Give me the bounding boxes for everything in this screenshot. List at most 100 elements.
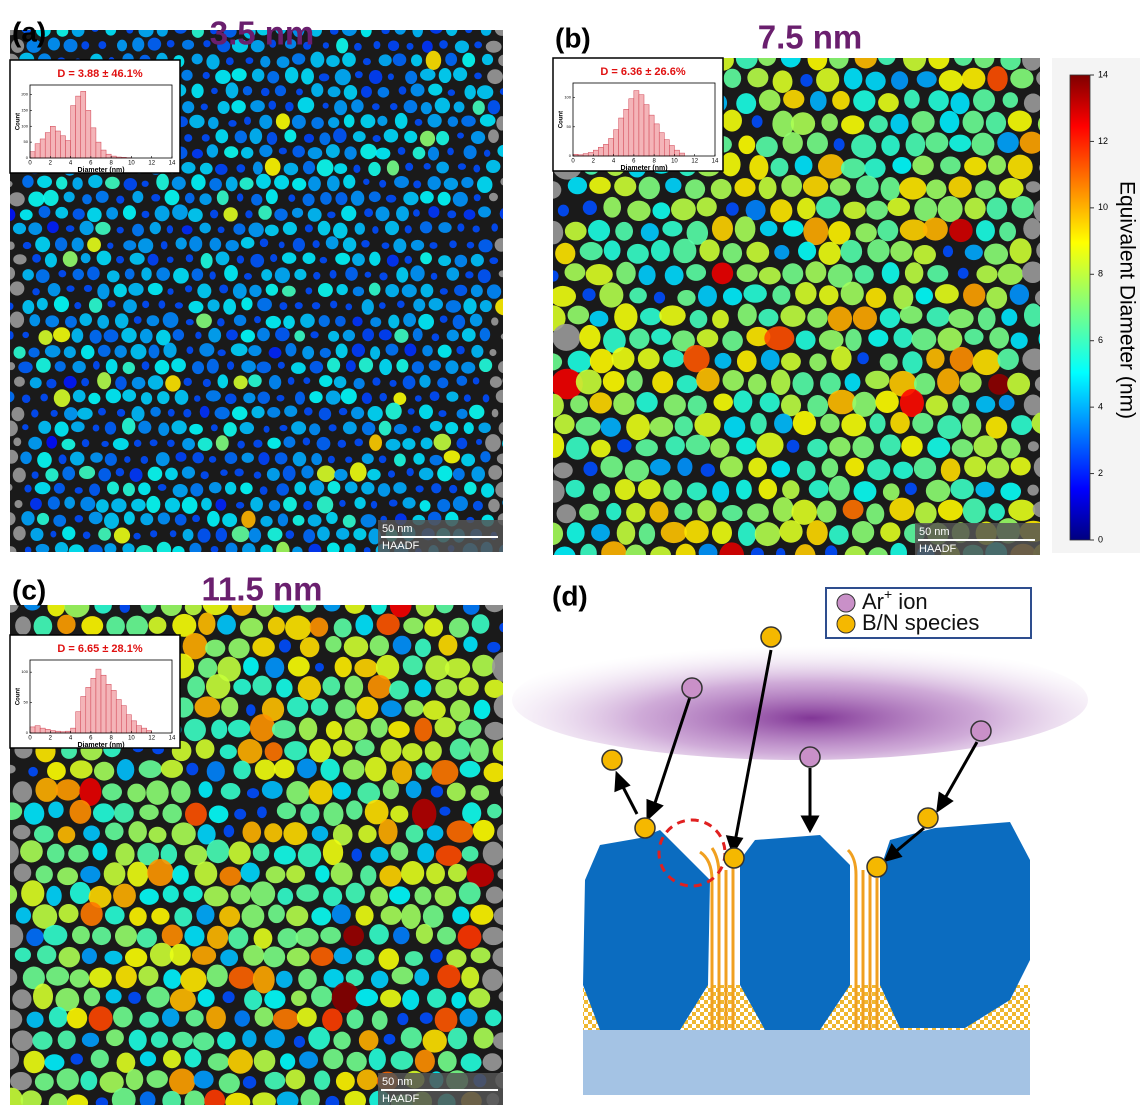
particle <box>228 120 236 127</box>
particle <box>81 345 95 359</box>
particle <box>988 503 1005 520</box>
particle <box>36 866 53 884</box>
particle <box>43 190 58 206</box>
particle <box>854 481 877 502</box>
particle <box>997 566 1019 586</box>
particle <box>673 239 696 263</box>
particle <box>284 129 296 142</box>
particle <box>163 312 179 328</box>
particle <box>428 114 442 128</box>
particle <box>558 205 569 217</box>
particle <box>731 564 755 586</box>
x-tick-label: 10 <box>128 161 135 167</box>
particle <box>579 325 600 349</box>
y-tick-label: 50 <box>567 124 572 129</box>
particle <box>1010 69 1033 89</box>
particle <box>256 174 271 189</box>
particle <box>87 207 102 222</box>
particle <box>405 225 412 233</box>
particle <box>641 223 659 241</box>
particle <box>209 456 216 463</box>
particle <box>12 1030 33 1051</box>
particle <box>369 1048 386 1070</box>
particle <box>360 865 376 885</box>
particle <box>84 988 100 1006</box>
particle <box>57 615 75 634</box>
particle <box>856 223 877 242</box>
particle <box>114 803 134 823</box>
particle <box>251 406 264 418</box>
particle <box>783 90 804 109</box>
particle <box>828 307 852 332</box>
particle <box>276 113 290 129</box>
particle <box>356 906 374 926</box>
particle <box>1024 303 1043 327</box>
particle <box>127 862 148 887</box>
particle <box>471 466 485 481</box>
particle <box>471 254 484 267</box>
particle <box>91 25 99 32</box>
particle <box>507 163 514 171</box>
particle <box>379 329 392 340</box>
particle <box>403 192 418 205</box>
particle <box>105 177 120 189</box>
particle <box>379 421 392 436</box>
particle <box>567 522 585 543</box>
particle <box>174 23 187 33</box>
particle <box>343 237 356 251</box>
particle <box>407 468 414 476</box>
particle <box>253 843 270 861</box>
particle <box>453 560 467 574</box>
particle <box>821 114 837 132</box>
particle <box>235 130 247 143</box>
particle <box>436 131 449 145</box>
particle <box>506 192 519 207</box>
particle <box>222 513 237 527</box>
particle <box>416 485 424 492</box>
particle <box>304 561 312 570</box>
particle <box>326 721 342 739</box>
particle <box>508 531 516 539</box>
particle <box>378 483 390 497</box>
particle <box>170 944 191 966</box>
particle <box>187 676 205 698</box>
x-tick-label: 10 <box>671 159 678 165</box>
particle <box>444 450 460 463</box>
particle <box>192 361 204 374</box>
particle <box>148 38 162 51</box>
particle <box>211 88 218 94</box>
particle <box>133 563 140 571</box>
particle <box>952 395 969 414</box>
particle <box>62 439 76 450</box>
particle <box>478 269 491 283</box>
particle <box>948 176 971 197</box>
particle <box>339 500 345 507</box>
particle <box>1022 349 1047 371</box>
particle <box>292 208 303 218</box>
histogram-bar <box>629 99 634 156</box>
particle <box>976 396 995 413</box>
particle <box>904 90 920 109</box>
particle <box>82 194 92 204</box>
particle <box>413 299 425 312</box>
particle <box>138 966 158 986</box>
particle <box>457 223 464 231</box>
particle <box>13 468 26 483</box>
particle <box>146 496 160 513</box>
particle <box>405 163 413 171</box>
particle <box>893 285 913 310</box>
particle <box>464 482 477 495</box>
particle <box>397 1013 408 1025</box>
particle <box>843 202 865 219</box>
particle <box>493 1032 513 1049</box>
particle <box>954 47 973 66</box>
particle <box>148 375 163 389</box>
colorbar-tick-label: 2 <box>1098 468 1103 478</box>
particle <box>379 359 392 375</box>
particle <box>472 225 479 232</box>
particle <box>38 421 51 434</box>
particle <box>3 421 18 437</box>
particle <box>312 302 320 309</box>
particle <box>326 144 340 158</box>
particle <box>1028 441 1039 451</box>
